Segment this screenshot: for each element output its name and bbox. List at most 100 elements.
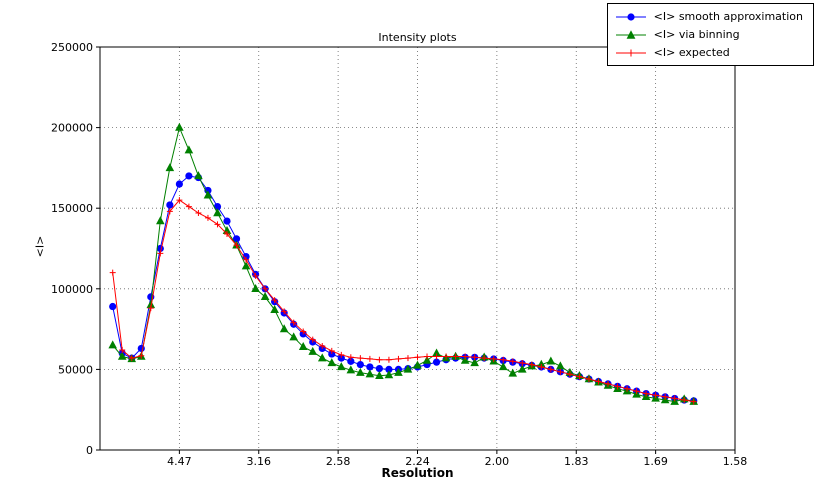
triangle-marker: [165, 163, 175, 172]
triangle-marker: [108, 340, 117, 349]
triangle-marker: [289, 332, 298, 341]
triangle-marker: [470, 358, 479, 367]
triangle-marker-icon: [615, 29, 646, 39]
triangle-marker: [365, 369, 375, 378]
x-tick-label: 2.24: [405, 455, 430, 468]
circle-marker: [109, 302, 117, 311]
triangle-marker: [337, 362, 346, 371]
y-tick-label: 100000: [51, 283, 93, 296]
plus-marker: [538, 363, 545, 370]
plus-marker: [433, 353, 440, 360]
plus-marker: [138, 352, 145, 359]
plus-marker: [109, 269, 116, 276]
plus-marker: [566, 371, 573, 378]
plus-marker: [500, 356, 507, 363]
plus-marker: [224, 230, 230, 237]
circle-marker: [328, 350, 336, 358]
plus-marker: [462, 353, 469, 360]
plus-marker: [662, 393, 669, 400]
x-tick-label: 1.69: [643, 455, 668, 468]
triangle-marker: [403, 364, 413, 373]
plus-marker: [128, 355, 135, 362]
plus-marker-icon: [615, 49, 646, 56]
circle-marker: [385, 365, 393, 373]
triangle-marker: [175, 122, 184, 131]
triangle-marker: [375, 371, 384, 380]
plus-marker: [509, 358, 516, 365]
plus-marker: [119, 347, 126, 354]
chart-title: Intensity plots: [378, 31, 457, 44]
triangle-marker: [413, 360, 422, 369]
circle-marker: [185, 172, 193, 180]
series-line-circle: [112, 175, 694, 402]
circle-marker: [347, 357, 355, 365]
circle-marker: [356, 360, 364, 369]
plus-marker: [404, 355, 411, 362]
circle-marker-icon: [615, 12, 646, 21]
plus-marker: [185, 203, 192, 210]
plus-marker: [557, 368, 564, 375]
plus-marker: [338, 351, 345, 358]
legend-item-smooth-approximation: <I> smooth approximation: [614, 8, 803, 25]
triangle-marker: [251, 284, 260, 292]
triangle-marker: [117, 351, 127, 360]
plus-marker: [166, 208, 173, 215]
plus-marker: [690, 398, 697, 405]
plus-marker: [424, 353, 431, 360]
plus-marker: [347, 354, 354, 361]
plus-marker: [385, 356, 392, 363]
triangle-marker: [432, 348, 441, 357]
triangle-marker: [384, 370, 394, 379]
triangle-marker: [556, 361, 565, 370]
plus-marker: [262, 285, 269, 292]
plus-marker: [633, 388, 640, 395]
triangle-marker: [537, 359, 546, 368]
triangle-marker: [156, 216, 165, 225]
plus-marker: [471, 354, 478, 361]
plus-marker: [624, 385, 631, 392]
triangle-marker: [213, 208, 222, 217]
circle-marker: [223, 217, 231, 225]
triangle-marker: [460, 355, 470, 364]
series: [108, 122, 699, 405]
plus-marker: [243, 256, 250, 263]
legend-item-via-binning: <I> via binning: [614, 26, 803, 43]
y-axis-label: <I>: [33, 235, 47, 258]
triangle-marker: [270, 304, 279, 313]
triangle-marker: [308, 346, 318, 355]
plus-marker: [576, 373, 583, 380]
circle-marker: [166, 201, 174, 209]
plus-marker: [271, 297, 278, 304]
plus-marker: [595, 378, 602, 385]
circle-marker: [232, 235, 241, 243]
plus-marker: [290, 319, 297, 326]
x-tick-label: 2.00: [485, 455, 510, 468]
plus-marker: [547, 366, 554, 373]
plus-marker: [671, 395, 678, 402]
triangle-marker: [146, 300, 156, 309]
plus-marker: [652, 392, 659, 399]
plus-marker: [443, 353, 450, 360]
x-tick-label: 4.47: [167, 455, 192, 468]
plus-marker: [328, 347, 335, 354]
x-tick-label: 3.16: [247, 455, 272, 468]
triangle-marker: [517, 364, 527, 373]
plus-marker: [395, 355, 402, 362]
y-tick-label: 200000: [51, 122, 93, 135]
triangle-marker: [346, 365, 356, 374]
triangle-marker: [203, 190, 213, 199]
legend-label-expected: <I> expected: [653, 46, 730, 59]
plus-marker: [414, 354, 421, 361]
triangle-marker: [356, 367, 365, 376]
plus-marker: [157, 250, 164, 257]
triangle-marker: [546, 356, 556, 365]
plus-marker: [357, 355, 364, 362]
triangle-marker: [508, 368, 518, 377]
triangle-marker: [498, 362, 508, 371]
plus-marker: [605, 380, 611, 387]
x-tick-label: 2.58: [326, 455, 351, 468]
legend-label-via-binning: <I> via binning: [653, 28, 740, 41]
circle-marker: [213, 202, 222, 211]
